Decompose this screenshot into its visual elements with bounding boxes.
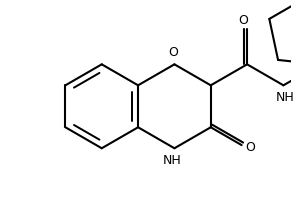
Text: O: O <box>238 14 248 27</box>
Text: NH: NH <box>275 91 294 104</box>
Text: NH: NH <box>163 154 182 167</box>
Text: O: O <box>245 141 255 154</box>
Text: O: O <box>169 46 178 59</box>
